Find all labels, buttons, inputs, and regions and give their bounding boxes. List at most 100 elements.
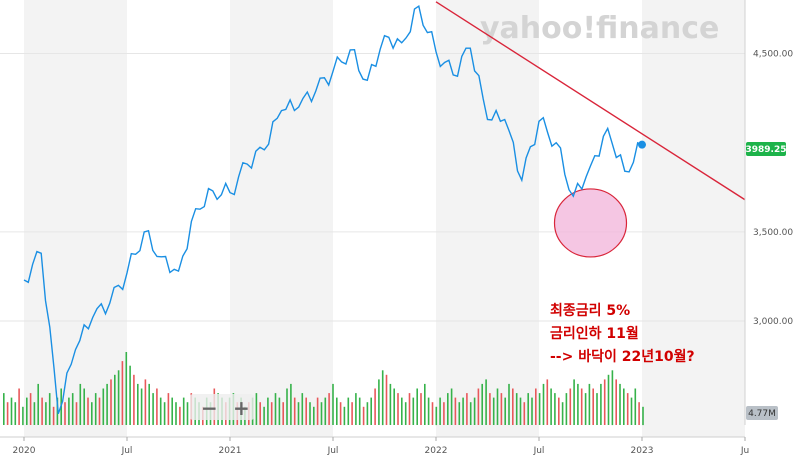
volume-bar <box>75 402 78 425</box>
volume-bar <box>508 383 510 425</box>
volume-bar <box>450 388 453 425</box>
volume-bar <box>600 383 602 425</box>
volume-bar <box>561 402 564 425</box>
volume-bar <box>443 402 445 425</box>
volume-bar <box>427 397 430 425</box>
volume-bar <box>79 383 82 425</box>
volume-bar <box>102 388 105 425</box>
period-band <box>642 0 745 437</box>
volume-bar <box>519 397 522 425</box>
volume-bar <box>29 393 32 425</box>
volume-bar <box>305 397 307 425</box>
volume-bar <box>596 393 598 425</box>
volume-bar <box>351 402 353 425</box>
volume-bar <box>485 379 487 425</box>
x-tick-label: 2023 <box>631 446 654 456</box>
volume-bar <box>630 397 633 425</box>
volume-bar <box>542 383 545 425</box>
volume-bar <box>362 406 365 426</box>
volume-bar <box>424 383 426 425</box>
volume-bar <box>523 402 526 425</box>
volume-bar <box>106 383 108 425</box>
x-tick-label: 2022 <box>425 446 448 456</box>
volume-bar <box>469 402 472 425</box>
volume-bar <box>550 388 552 425</box>
volume-bar <box>255 393 258 425</box>
volume-bar <box>133 374 135 425</box>
volume-bar <box>366 402 369 425</box>
volume-bar <box>374 388 376 425</box>
y-axis-panel <box>745 0 800 461</box>
volume-bar <box>297 402 300 425</box>
volume-bar <box>397 393 399 425</box>
volume-bar <box>129 365 131 425</box>
volume-bar <box>148 383 150 425</box>
volume-bar <box>538 393 541 425</box>
volume-bar <box>408 393 411 425</box>
volume-bar <box>558 397 560 425</box>
volume-bar <box>282 402 284 425</box>
volume-bar <box>163 402 166 425</box>
watermark: yahoo!finance <box>480 11 719 46</box>
highlight-circle <box>553 188 628 258</box>
volume-bar <box>638 402 640 425</box>
zoom-panel <box>190 394 254 420</box>
volume-bar <box>263 406 265 426</box>
price-line <box>23 4 643 415</box>
zoom-out-button[interactable]: − <box>201 396 218 420</box>
last-price-label: 3989.25 <box>746 145 787 155</box>
y-tick-label: 4,500.00 <box>753 50 793 60</box>
last-price-dot <box>638 140 646 149</box>
volume-bar <box>156 388 158 425</box>
y-tick-label: 3,500.00 <box>753 228 793 238</box>
volume-bar <box>301 393 304 425</box>
annotation-line-2: 금리인하 11월 <box>550 325 639 342</box>
volume-bar <box>527 393 529 425</box>
volume-bar <box>577 383 579 425</box>
volume-bar <box>588 383 591 425</box>
volume-bar <box>531 397 533 425</box>
volume-bar <box>611 370 614 426</box>
volume-bar <box>37 383 39 425</box>
volume-bar <box>121 361 124 425</box>
volume-bar <box>404 402 407 425</box>
trend-line <box>435 1 746 201</box>
volume-bar <box>110 379 112 425</box>
volume-bar <box>324 397 327 425</box>
zoom-in-button[interactable]: + <box>233 396 250 420</box>
volume-bar <box>179 406 181 426</box>
volume-bar <box>41 397 43 425</box>
volume-bar <box>378 379 380 425</box>
volume-bar <box>140 388 143 425</box>
volume-bar <box>626 393 629 425</box>
volume-bar <box>18 388 20 425</box>
volume-bar <box>152 393 154 425</box>
volume-bar <box>458 402 461 425</box>
period-band <box>436 0 539 437</box>
volume-bar <box>634 388 637 425</box>
volume-bar <box>117 370 120 426</box>
volume-bar <box>642 406 644 426</box>
x-tick-label: Jul <box>533 446 545 456</box>
volume-bar <box>504 397 506 425</box>
x-tick-label: Ju <box>740 446 749 456</box>
volume-bar <box>339 402 342 425</box>
volume-bar <box>435 406 438 426</box>
volume-bar <box>343 406 346 426</box>
volume-bar <box>68 397 70 425</box>
volume-bar <box>14 402 17 425</box>
volume-bar <box>454 397 457 425</box>
volume-bar <box>10 397 13 425</box>
volume-bar <box>144 379 147 425</box>
volume-bar <box>347 397 350 425</box>
volume-bar <box>332 383 334 425</box>
zoom-controls: − + <box>190 394 254 420</box>
x-tick-label: Jul <box>327 446 339 456</box>
volume-bar <box>554 393 556 425</box>
volume-bar <box>278 397 281 425</box>
volume-bar <box>159 397 162 425</box>
volume-bar <box>182 397 185 425</box>
volume-bar <box>512 388 514 425</box>
volume-bar <box>393 388 395 425</box>
